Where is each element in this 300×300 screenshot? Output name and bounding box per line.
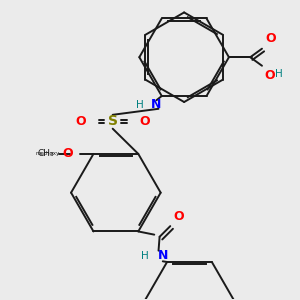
- Text: H: H: [136, 100, 144, 110]
- Text: O: O: [265, 32, 276, 46]
- Text: O: O: [139, 115, 150, 128]
- Text: H: H: [141, 251, 149, 261]
- Text: S: S: [108, 114, 118, 128]
- Text: N: N: [151, 98, 161, 111]
- Text: O: O: [63, 147, 73, 161]
- Text: O: O: [173, 210, 184, 223]
- Text: CH₃: CH₃: [38, 149, 54, 158]
- Text: H: H: [275, 69, 283, 79]
- Text: O: O: [264, 69, 275, 82]
- Text: O: O: [75, 115, 86, 128]
- Text: methoxy: methoxy: [35, 152, 59, 156]
- Text: N: N: [158, 250, 168, 262]
